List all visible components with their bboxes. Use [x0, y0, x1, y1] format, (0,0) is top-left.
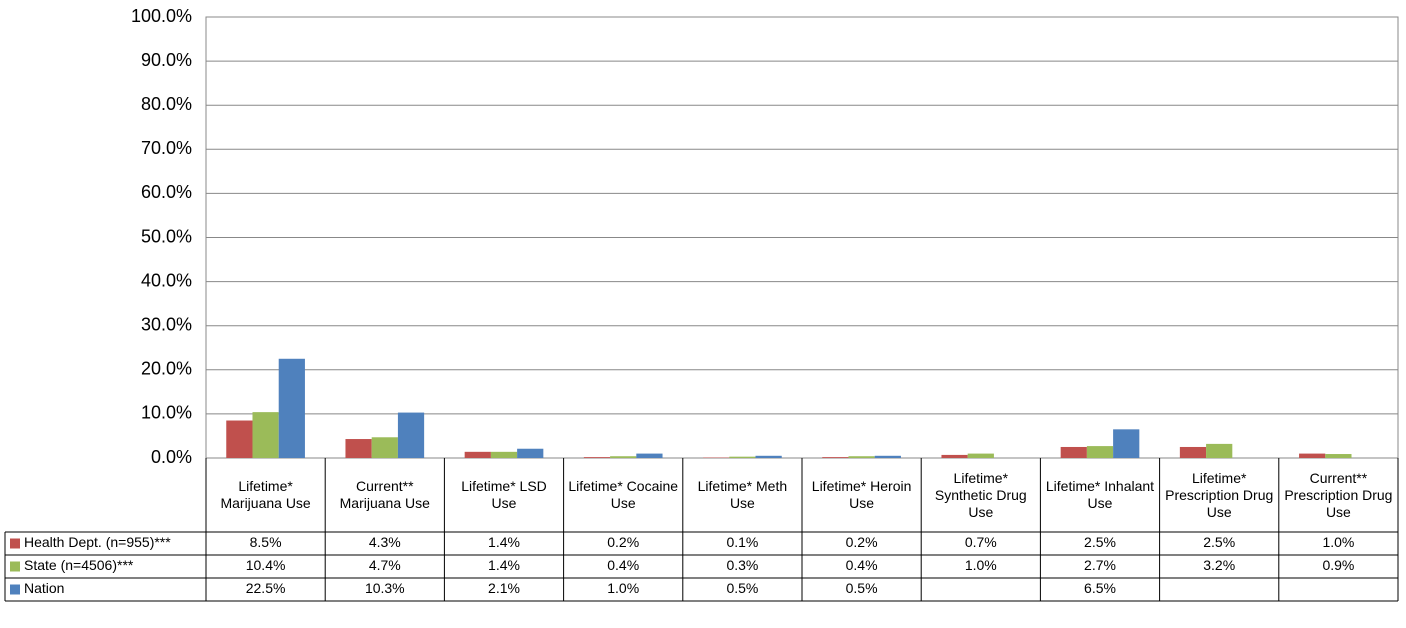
- table-value: 2.5%: [1084, 534, 1116, 550]
- bar: [226, 420, 253, 458]
- legend-label: Health Dept. (n=955)***: [24, 534, 171, 550]
- table-value: 2.7%: [1084, 557, 1116, 573]
- category-cell: Lifetime* Cocaine Use: [568, 478, 679, 511]
- bar: [278, 358, 305, 458]
- table-value: 2.1%: [488, 580, 520, 596]
- category-cell: Lifetime* LSD Use: [461, 478, 547, 511]
- table-value: 0.2%: [607, 534, 639, 550]
- table-value: 0.2%: [846, 534, 878, 550]
- category-cell: Lifetime* Prescription Drug Use: [1165, 469, 1274, 520]
- bar: [1179, 446, 1207, 458]
- bar: [610, 456, 637, 458]
- bar: [252, 412, 279, 458]
- bar: [848, 456, 875, 458]
- y-tick-label: 10.0%: [141, 403, 192, 423]
- bar: [1299, 453, 1326, 458]
- table-value: 0.7%: [965, 534, 997, 550]
- table-value: 0.1%: [726, 534, 758, 550]
- bar: [1113, 429, 1140, 458]
- bar: [755, 455, 782, 458]
- y-tick-label: 70.0%: [141, 138, 192, 158]
- table-value: 1.0%: [965, 557, 997, 573]
- table-value: 0.5%: [846, 580, 878, 596]
- legend-swatch: [10, 561, 20, 572]
- table-value: 1.4%: [488, 534, 520, 550]
- bar: [345, 439, 372, 458]
- category-cell: Lifetime* Synthetic Drug Use: [934, 469, 1027, 520]
- bar: [397, 412, 425, 458]
- y-tick-label: 30.0%: [141, 314, 192, 334]
- x-tick-label: Lifetime* Meth Use: [697, 478, 788, 511]
- bar: [464, 451, 491, 458]
- bar: [636, 453, 663, 458]
- table-value: 0.5%: [726, 580, 758, 596]
- table-value: 1.0%: [1322, 534, 1354, 550]
- category-cell: Lifetime* Heroin Use: [811, 478, 912, 511]
- x-tick-label: Lifetime* LSD Use: [461, 478, 547, 511]
- x-tick-label: Current** Marijuana Use: [339, 478, 430, 511]
- table-value: 3.2%: [1203, 557, 1235, 573]
- bar: [517, 448, 544, 458]
- bar: [1325, 454, 1352, 458]
- bar: [822, 457, 849, 458]
- x-tick-label: Lifetime* Cocaine Use: [568, 478, 679, 511]
- legend-label: State (n=4506)***: [24, 557, 134, 573]
- bar: [729, 456, 756, 458]
- category-cell: Lifetime* Marijuana Use: [220, 478, 311, 511]
- x-tick-label: Lifetime* Inhalant Use: [1045, 478, 1155, 511]
- table-value: 0.9%: [1322, 557, 1354, 573]
- x-tick-label: Lifetime* Synthetic Drug Use: [934, 469, 1027, 520]
- table-value: 1.0%: [607, 580, 639, 596]
- table-value: 6.5%: [1084, 580, 1116, 596]
- x-tick-label: Lifetime* Marijuana Use: [220, 478, 311, 511]
- bar: [1086, 446, 1114, 458]
- bar: [941, 454, 968, 458]
- category-cell: Current** Marijuana Use: [339, 478, 430, 511]
- y-tick-label: 60.0%: [141, 182, 192, 202]
- y-tick-label: 80.0%: [141, 94, 192, 114]
- table-value: 1.4%: [488, 557, 520, 573]
- category-cell: Lifetime* Meth Use: [697, 478, 788, 511]
- table-value: 8.5%: [250, 534, 282, 550]
- y-tick-label: 50.0%: [141, 226, 192, 246]
- table-value: 22.5%: [246, 580, 286, 596]
- table-value: 0.4%: [846, 557, 878, 573]
- table-value: 0.4%: [607, 557, 639, 573]
- bar: [874, 455, 901, 458]
- y-tick-label: 90.0%: [141, 50, 192, 70]
- category-cell: Lifetime* Inhalant Use: [1045, 478, 1155, 511]
- table-value: 10.4%: [246, 557, 286, 573]
- category-cell: Current** Prescription Drug Use: [1284, 469, 1393, 520]
- bar: [490, 451, 518, 458]
- y-tick-label: 40.0%: [141, 270, 192, 290]
- bar: [371, 437, 398, 458]
- legend-label: Nation: [24, 580, 64, 596]
- x-tick-label: Lifetime* Heroin Use: [811, 478, 912, 511]
- table-value: 2.5%: [1203, 534, 1235, 550]
- y-tick-label: 20.0%: [141, 359, 192, 379]
- bar: [583, 457, 611, 458]
- legend-swatch: [10, 538, 20, 549]
- legend-swatch: [10, 584, 20, 595]
- x-tick-label: Current** Prescription Drug Use: [1284, 469, 1393, 520]
- bar: [967, 453, 994, 458]
- y-tick-label: 0.0%: [151, 447, 192, 467]
- table-value: 4.3%: [369, 534, 401, 550]
- x-tick-label: Lifetime* Prescription Drug Use: [1165, 469, 1274, 520]
- table-value: 4.7%: [369, 557, 401, 573]
- bar: [1060, 446, 1087, 458]
- table-value: 10.3%: [365, 580, 405, 596]
- y-tick-label: 100.0%: [131, 6, 192, 26]
- table-value: 0.3%: [726, 557, 758, 573]
- bar: [1206, 443, 1233, 458]
